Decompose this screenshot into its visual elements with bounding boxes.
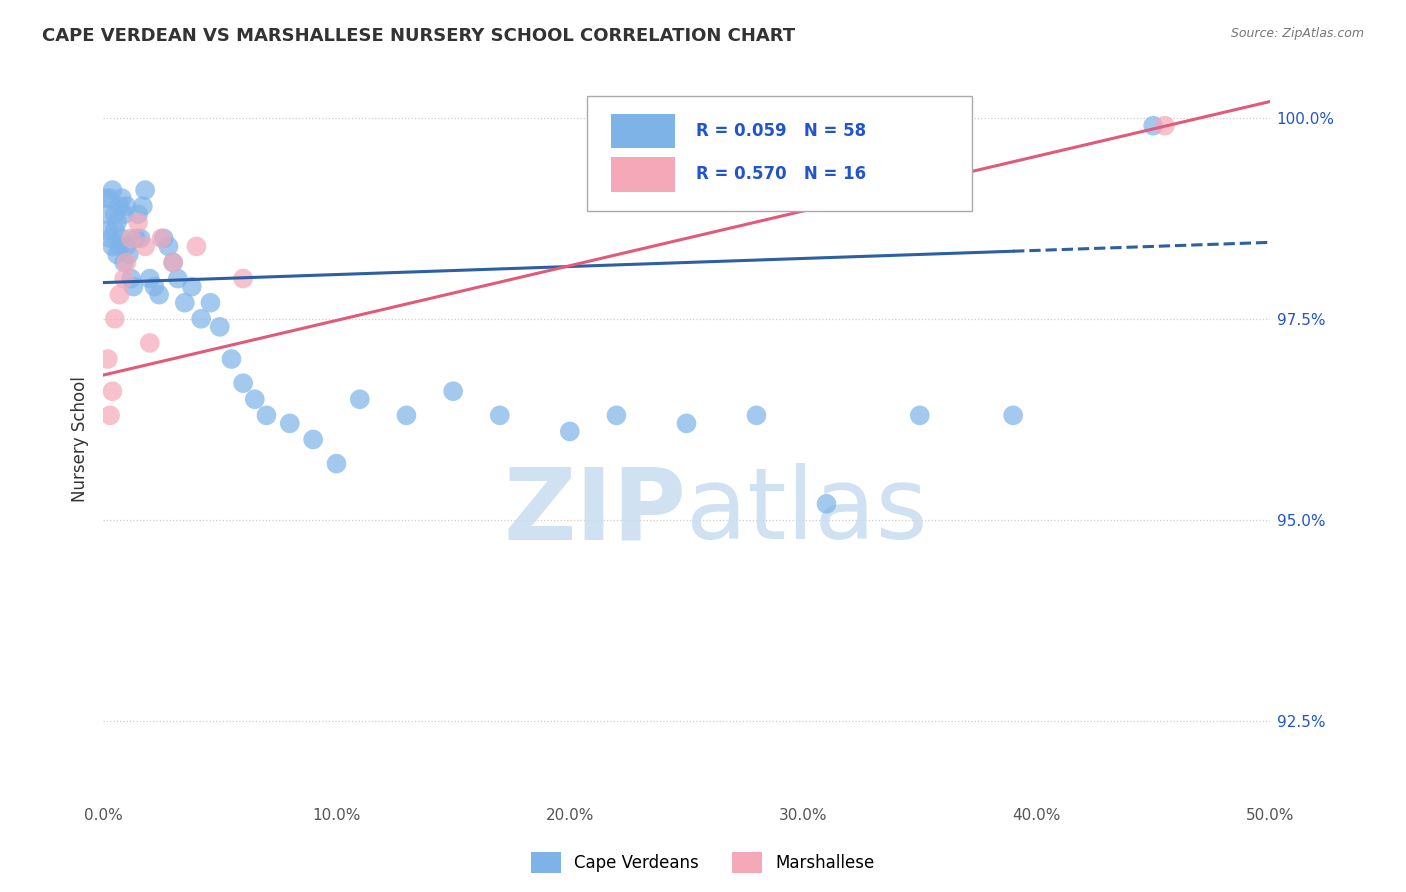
- Point: [325, 457, 347, 471]
- Point: [105, 215, 128, 229]
- Point: [605, 409, 627, 423]
- Point: [180, 279, 202, 293]
- Point: [243, 392, 266, 407]
- Point: [815, 497, 838, 511]
- Point: [108, 199, 131, 213]
- Point: [139, 335, 162, 350]
- Point: [166, 271, 188, 285]
- Point: [150, 231, 173, 245]
- Point: [148, 287, 170, 301]
- Point: [127, 207, 149, 221]
- Point: [232, 271, 254, 285]
- Point: [558, 425, 581, 439]
- Point: [278, 417, 301, 431]
- Point: [104, 207, 127, 221]
- Point: [129, 231, 152, 245]
- Point: [162, 255, 184, 269]
- Point: [152, 231, 174, 245]
- Point: [488, 409, 510, 423]
- Text: ZIP: ZIP: [503, 464, 686, 560]
- Legend: Cape Verdeans, Marshallese: Cape Verdeans, Marshallese: [524, 846, 882, 880]
- Point: [112, 271, 135, 285]
- Point: [104, 311, 127, 326]
- Text: CAPE VERDEAN VS MARSHALLESE NURSERY SCHOOL CORRELATION CHART: CAPE VERDEAN VS MARSHALLESE NURSERY SCHO…: [42, 27, 796, 45]
- Point: [94, 191, 117, 205]
- Point: [208, 319, 231, 334]
- Point: [120, 231, 142, 245]
- Point: [1002, 409, 1025, 423]
- Point: [675, 417, 697, 431]
- Text: Source: ZipAtlas.com: Source: ZipAtlas.com: [1230, 27, 1364, 40]
- Point: [101, 239, 124, 253]
- Point: [125, 231, 148, 245]
- Point: [98, 409, 121, 423]
- Point: [97, 352, 120, 367]
- Point: [139, 271, 162, 285]
- Point: [157, 239, 180, 253]
- Point: [143, 279, 166, 293]
- Point: [108, 287, 131, 301]
- FancyBboxPatch shape: [588, 95, 973, 211]
- Bar: [610, 157, 675, 192]
- Point: [134, 239, 156, 253]
- Point: [118, 247, 141, 261]
- Point: [115, 239, 138, 253]
- Point: [186, 239, 208, 253]
- Bar: [610, 113, 675, 148]
- Point: [98, 231, 121, 245]
- Point: [97, 207, 120, 221]
- Point: [221, 352, 243, 367]
- Point: [349, 392, 371, 407]
- Point: [101, 384, 124, 399]
- Point: [104, 223, 127, 237]
- Point: [112, 255, 135, 269]
- Point: [127, 215, 149, 229]
- Point: [112, 207, 135, 221]
- Point: [105, 247, 128, 261]
- Point: [232, 376, 254, 391]
- Point: [115, 255, 138, 269]
- Point: [134, 183, 156, 197]
- Point: [256, 409, 278, 423]
- Point: [745, 409, 768, 423]
- Point: [115, 199, 138, 213]
- Point: [162, 255, 184, 269]
- Point: [173, 295, 195, 310]
- Point: [200, 295, 222, 310]
- Point: [132, 199, 155, 213]
- Point: [190, 311, 212, 326]
- Text: atlas: atlas: [686, 464, 928, 560]
- Point: [395, 409, 418, 423]
- Text: R = 0.059   N = 58: R = 0.059 N = 58: [696, 122, 866, 140]
- Text: R = 0.570   N = 16: R = 0.570 N = 16: [696, 166, 866, 184]
- Point: [302, 433, 325, 447]
- Point: [97, 223, 120, 237]
- Point: [120, 271, 142, 285]
- Point: [908, 409, 931, 423]
- Point: [98, 191, 121, 205]
- Point: [101, 183, 124, 197]
- Y-axis label: Nursery School: Nursery School: [72, 376, 89, 502]
- Point: [111, 231, 134, 245]
- Point: [108, 239, 131, 253]
- Point: [1142, 119, 1164, 133]
- Point: [111, 191, 134, 205]
- Point: [1153, 119, 1175, 133]
- Point: [122, 279, 145, 293]
- Point: [441, 384, 464, 399]
